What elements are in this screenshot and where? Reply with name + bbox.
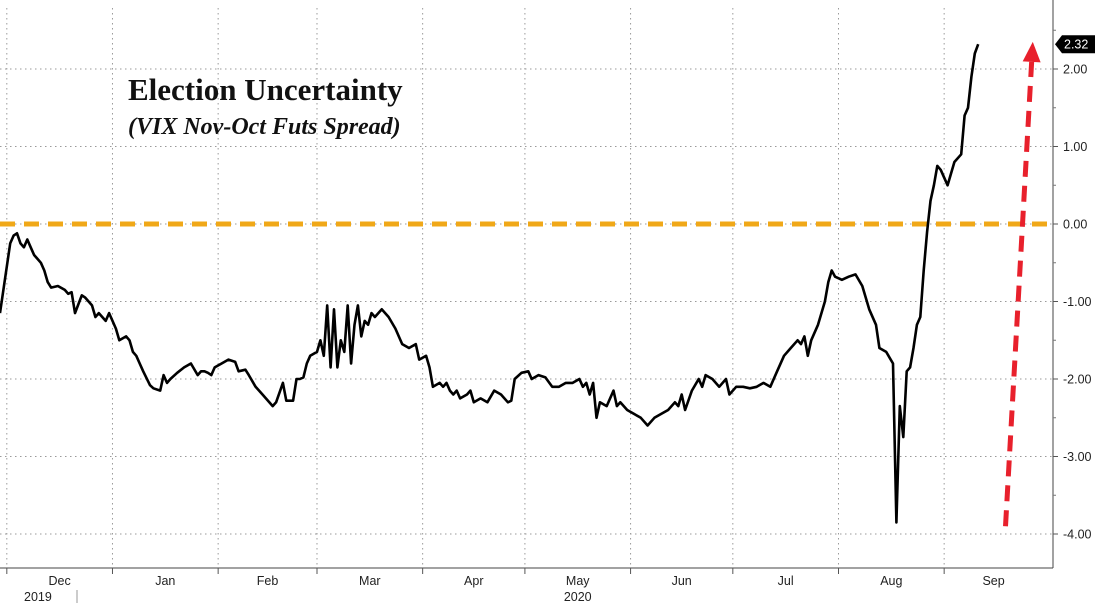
- y-tick-label: -1.00: [1063, 295, 1092, 309]
- chart-subtitle: (VIX Nov-Oct Futs Spread): [128, 114, 401, 140]
- x-tick-label: Apr: [464, 574, 483, 588]
- trend-arrow: [1003, 41, 1041, 527]
- x-tick-label: Sep: [982, 574, 1004, 588]
- y-tick-label: 2.00: [1063, 63, 1087, 77]
- x-tick-label: May: [566, 574, 590, 588]
- grid-lines: [0, 8, 1053, 568]
- y-tick-label: -4.00: [1063, 528, 1092, 542]
- last-value-badge-shape: [1055, 35, 1095, 54]
- y-axis: 2.00 1.00 0.00 -1.00 -2.00 -3.00 -4.00: [1052, 0, 1092, 568]
- y-tick-label: -3.00: [1063, 450, 1092, 464]
- x-tick-label: Jul: [778, 574, 794, 588]
- y-tick-label: 1.00: [1063, 140, 1087, 154]
- x-tick-label: Jun: [672, 574, 692, 588]
- y-tick-label: -2.00: [1063, 373, 1092, 387]
- trend-arrow-head: [1022, 41, 1041, 63]
- year-label: 2020: [564, 590, 592, 603]
- last-value-badge: 2.32: [1055, 35, 1095, 54]
- last-value-label: 2.32: [1064, 38, 1088, 52]
- year-label: 2019: [24, 590, 52, 603]
- x-axis: Dec Jan Feb Mar Apr May Jun Jul Aug Sep 2019 2020: [0, 567, 1053, 603]
- x-tick-label: Aug: [880, 574, 902, 588]
- y-tick-label: 0.00: [1063, 218, 1087, 232]
- x-tick-label: Jan: [155, 574, 175, 588]
- x-tick-label: Mar: [359, 574, 381, 588]
- x-tick-label: Feb: [257, 574, 279, 588]
- chart-title: Election Uncertainty: [128, 72, 403, 107]
- series-line: [0, 43, 980, 524]
- x-tick-label: Dec: [49, 574, 71, 588]
- trend-arrow-shaft: [1003, 61, 1035, 527]
